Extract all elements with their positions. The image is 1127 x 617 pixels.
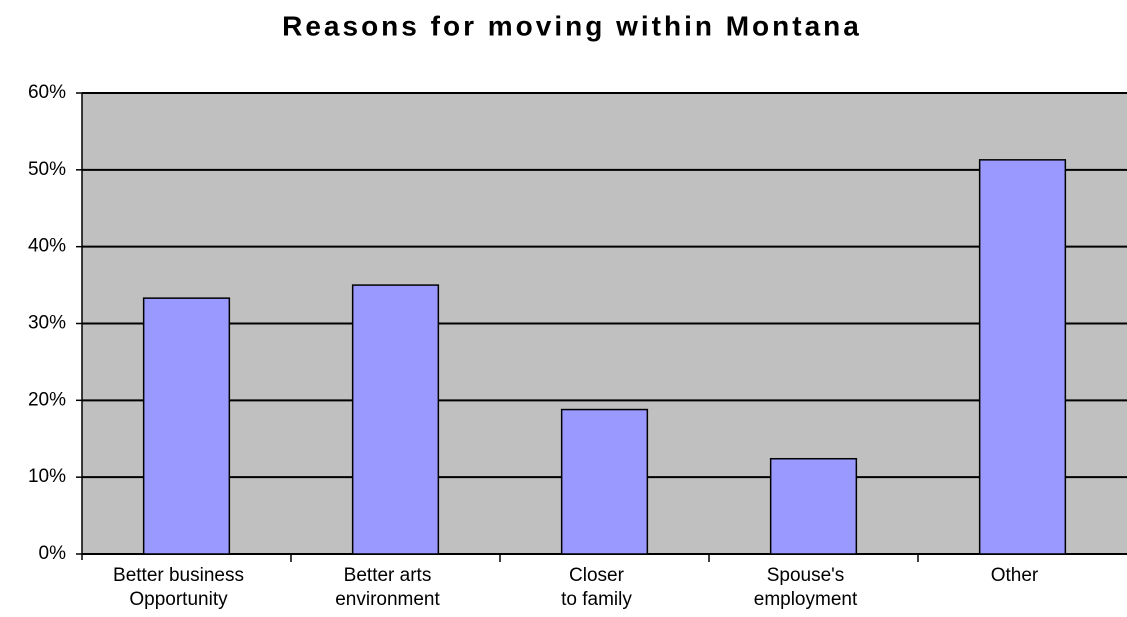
- y-tick-label: 10%: [28, 466, 66, 487]
- bar: [769, 457, 858, 555]
- x-tick-label: Spouse's: [767, 565, 845, 586]
- y-tick-label: 40%: [28, 236, 66, 257]
- chart-title: Reasons for moving within Montana: [282, 10, 862, 41]
- bar: [978, 159, 1067, 555]
- x-tick-label: Better arts: [344, 565, 432, 586]
- y-tick-label: 60%: [28, 82, 66, 103]
- y-tick-label: 20%: [28, 389, 66, 410]
- x-tick-label: to family: [561, 589, 632, 610]
- bar: [351, 284, 440, 555]
- x-tick-label: employment: [754, 589, 858, 610]
- y-tick-label: 30%: [28, 313, 66, 334]
- x-tick-label: Better business: [113, 565, 244, 586]
- x-tick-label: environment: [335, 589, 440, 610]
- y-tick-label: 50%: [28, 159, 66, 180]
- x-tick-label: Other: [991, 565, 1039, 586]
- x-tick-label: Closer: [569, 565, 625, 586]
- bar: [142, 297, 231, 555]
- bar: [560, 408, 649, 555]
- x-tick-label: Opportunity: [129, 589, 228, 610]
- y-tick-label: 0%: [39, 543, 67, 564]
